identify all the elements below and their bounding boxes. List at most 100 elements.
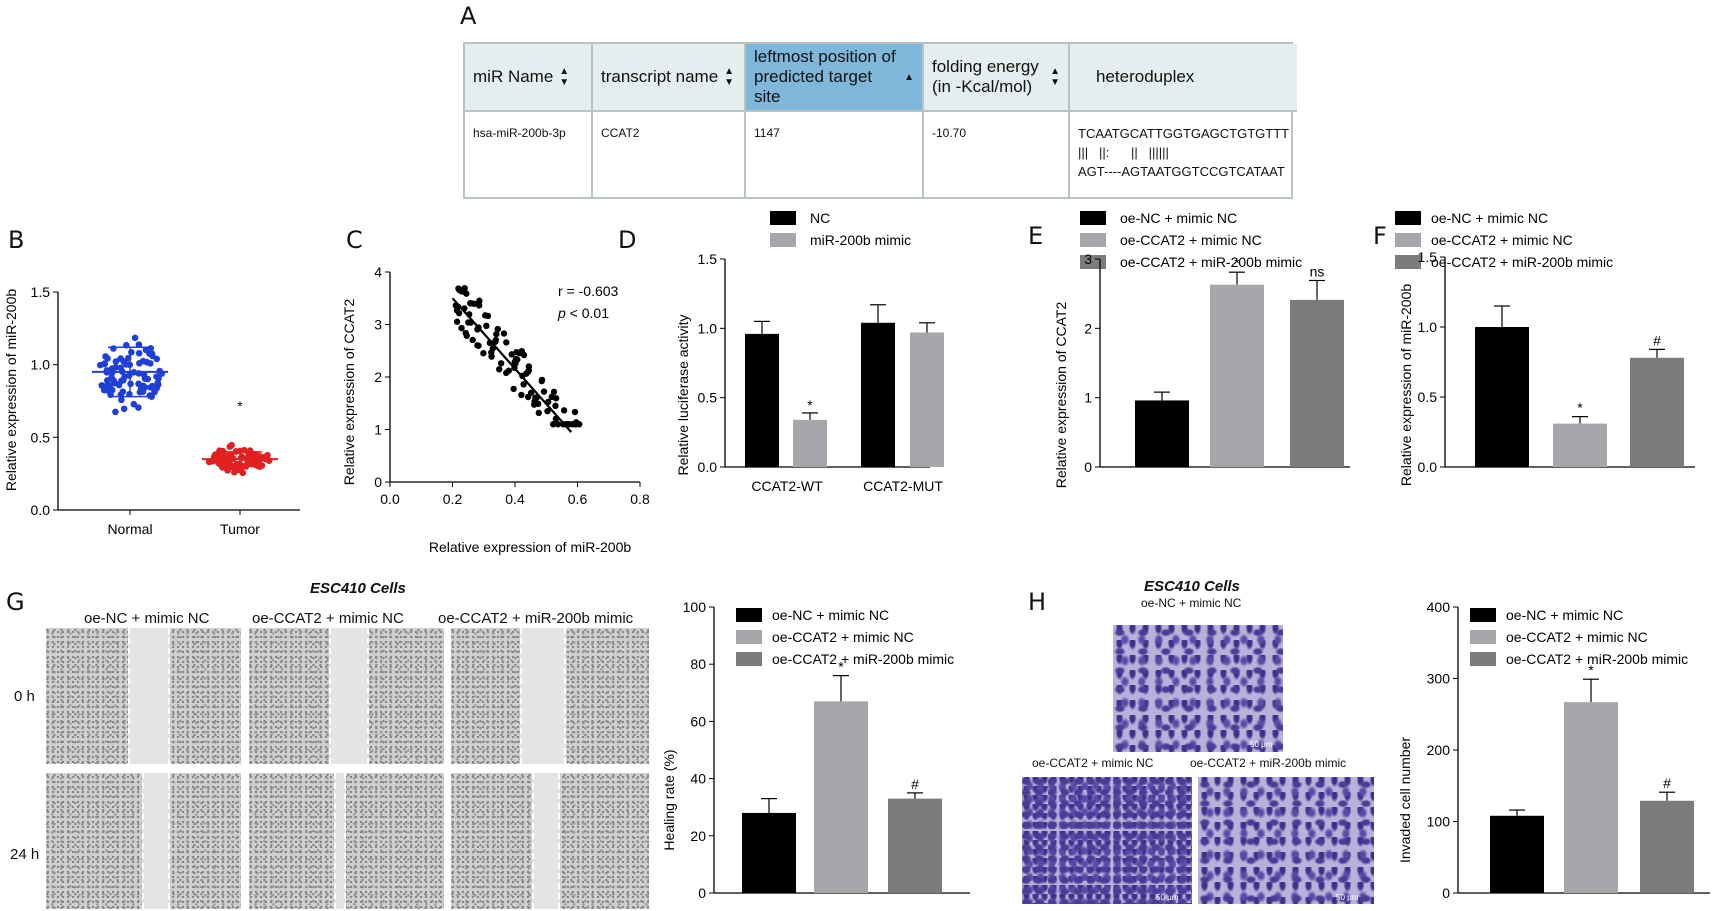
g-col-label-2: oe-CCAT2 + mimic NC	[252, 610, 404, 627]
x-tick-label: Normal	[107, 521, 152, 537]
cell-position: 1147	[746, 112, 924, 197]
xlabel-c: Relative expression of miR-200b	[429, 539, 632, 555]
data-point	[523, 370, 530, 377]
y-tick-label: 0.0	[1418, 459, 1438, 475]
data-point	[131, 334, 139, 342]
wound-gap	[142, 773, 170, 909]
data-point	[219, 447, 227, 455]
cell-transcript: CCAT2	[593, 112, 746, 197]
wound-image-oeccat2-24h	[249, 773, 444, 909]
data-point	[503, 369, 510, 377]
data-point	[496, 366, 503, 373]
data-point	[119, 376, 127, 384]
data-point	[540, 388, 548, 395]
h-bottom-left-label: oe-CCAT2 + mimic NC	[1032, 756, 1154, 770]
header-leftmost-position[interactable]: leftmost position of predicted target si…	[746, 44, 924, 112]
panel-letter-c: C	[346, 226, 363, 254]
invasion-image-mimic	[1198, 777, 1374, 904]
ylabel-f: Relative expression of miR-200b	[1398, 284, 1414, 487]
panel-letter-b: B	[8, 226, 25, 254]
plot-f: 0.0 0.5 1.0 1.5 * #	[1418, 249, 1695, 475]
legend-swatch-3	[1395, 255, 1421, 269]
chart-e: oe-NC + mimic NC oe-CCAT2 + mimic NC oe-…	[1053, 210, 1350, 488]
data-point	[524, 393, 532, 401]
data-point	[112, 408, 119, 416]
g-images-title: ESC410 Cells	[310, 580, 406, 597]
data-point	[554, 421, 562, 428]
data-point	[488, 349, 495, 356]
ylabel-b: Relative expression of miR-200b	[3, 289, 19, 492]
data-point	[146, 346, 154, 354]
y-tick-label: 1.0	[1418, 319, 1438, 335]
plot-h: 0 100 200 300 400 * #	[1427, 600, 1710, 901]
data-point	[572, 419, 580, 426]
x-tick-label: 0.4	[505, 491, 525, 507]
y-tick-label: 100	[1427, 814, 1451, 830]
legend-swatch-2	[736, 630, 762, 644]
wound-gap	[128, 628, 170, 764]
data-point	[110, 345, 117, 352]
header-label: leftmost position of predicted target si…	[754, 47, 896, 106]
data-point	[228, 462, 235, 469]
data-point	[102, 353, 109, 360]
y-tick-label: 80	[690, 656, 706, 672]
r-value-text: r = -0.603	[558, 283, 619, 299]
h-images-title: ESC410 Cells	[1144, 578, 1240, 595]
data-point	[458, 324, 465, 332]
bar	[1564, 702, 1618, 893]
data-point	[493, 330, 500, 338]
sort-icon[interactable]: ▲ ▼	[1050, 66, 1060, 88]
data-point	[135, 349, 143, 357]
data-point	[469, 336, 476, 344]
y-tick-label: 0	[374, 474, 382, 490]
y-tick-label: 0.5	[1418, 389, 1438, 405]
legend-label-1: oe-NC + mimic NC	[1120, 210, 1237, 226]
data-point	[552, 402, 559, 410]
plot-b: 0.0 0.5 1.0 1.5 Normal Tumor *	[31, 284, 300, 537]
p-value: < 0.01	[566, 305, 609, 321]
data-point	[453, 318, 461, 325]
x-tick-label: Tumor	[220, 521, 260, 537]
header-folding-energy[interactable]: folding energy (in -Kcal/mol) ▲ ▼	[924, 44, 1070, 112]
data-point	[467, 300, 474, 307]
data-point	[484, 312, 492, 320]
data-point	[252, 452, 259, 460]
panel-letter-h: H	[1028, 588, 1047, 616]
ylabel-d: Relative luciferase activity	[675, 314, 691, 475]
header-heteroduplex: heteroduplex	[1070, 44, 1298, 112]
significance-mark: *	[807, 397, 813, 413]
header-transcript-name[interactable]: transcript name ▲ ▼	[593, 44, 746, 112]
p-label: p	[557, 305, 566, 321]
y-tick-label: 1.5	[698, 251, 718, 267]
significance-mark: *	[1234, 255, 1240, 271]
data-point	[513, 348, 520, 356]
significance-mark: *	[1577, 400, 1583, 416]
legend-swatch-nc	[770, 211, 796, 225]
data-point	[474, 342, 481, 349]
sort-up-icon[interactable]: ▲	[904, 71, 914, 83]
sort-icon[interactable]: ▲ ▼	[559, 66, 570, 88]
data-point	[155, 375, 162, 382]
bar	[1475, 327, 1529, 467]
header-mir-name[interactable]: miR Name ▲ ▼	[465, 44, 593, 112]
legend-swatch-2	[1080, 233, 1106, 247]
h-bottom-right-label: oe-CCAT2 + miR-200b mimic	[1190, 756, 1347, 770]
data-point	[497, 360, 505, 367]
data-point	[101, 360, 108, 368]
bar	[1553, 423, 1607, 467]
data-point	[225, 452, 233, 459]
invasion-image-nc	[1113, 625, 1283, 752]
data-point	[463, 290, 470, 297]
sort-icon[interactable]: ▲ ▼	[724, 66, 735, 88]
scale-bar-label: 50 μm	[1336, 893, 1359, 902]
data-point	[128, 348, 135, 356]
g-row-label-1: 0 h	[14, 688, 35, 705]
y-tick-label: 3	[1084, 251, 1092, 267]
legend-label-2: oe-CCAT2 + mimic NC	[1506, 629, 1648, 645]
legend-label-1: oe-NC + mimic NC	[1431, 210, 1548, 226]
y-tick-label: 300	[1427, 671, 1451, 687]
bar	[1210, 284, 1264, 467]
y-tick-label: 1	[374, 422, 382, 438]
data-point	[532, 394, 539, 401]
legend-swatch-2	[1395, 233, 1421, 247]
